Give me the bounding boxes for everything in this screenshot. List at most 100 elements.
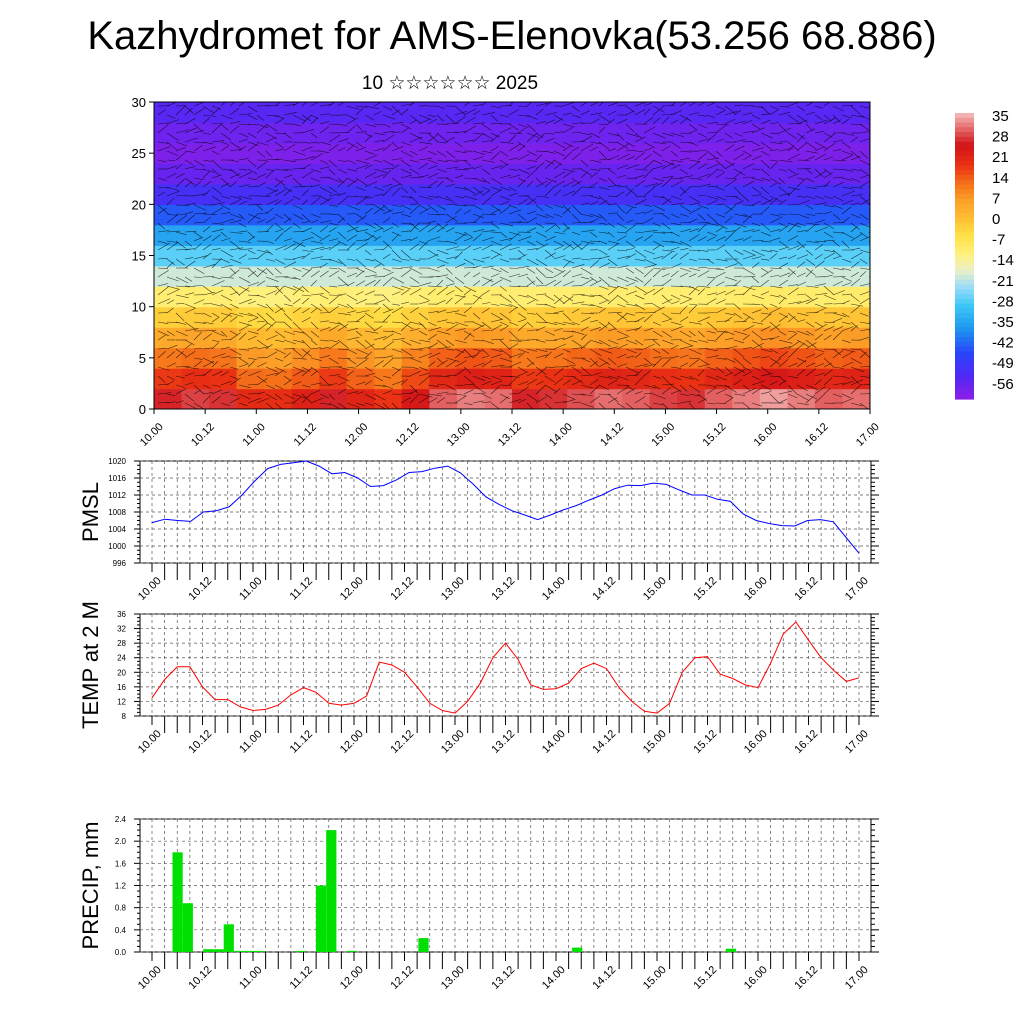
colorbar-label: -42: [992, 335, 1014, 352]
wind-barb: [400, 348, 413, 356]
wind-barb: [400, 123, 412, 130]
wind-barb: [832, 176, 843, 179]
wind-barb: [742, 312, 755, 320]
wind-barb: [301, 252, 311, 260]
wind-barb: [697, 398, 708, 404]
wind-barb: [301, 189, 309, 197]
wind-barb: [229, 291, 238, 296]
precip-bar: [213, 949, 224, 952]
wind-barb: [445, 276, 455, 283]
wind-barb: [481, 102, 487, 107]
colorbar-swatch: [955, 289, 974, 295]
colorbar-swatch: [955, 251, 974, 257]
heatmap-cell: [209, 327, 238, 349]
wind-barb: [571, 146, 580, 152]
wind-barb: [589, 141, 602, 145]
heatmap-cell: [264, 347, 293, 369]
wind-barb: [715, 138, 725, 143]
heatmap-cell: [209, 224, 238, 246]
wind-barb: [382, 217, 391, 224]
wind-barb: [553, 114, 564, 121]
wind-barb: [580, 357, 591, 363]
wind-barb: [481, 330, 491, 332]
wind-barb: [832, 350, 844, 359]
wind-barb: [562, 125, 575, 134]
wind-barb: [517, 266, 530, 269]
heatmap-cell: [264, 306, 293, 328]
wind-barb: [751, 294, 764, 300]
heatmap-cell: [209, 388, 238, 409]
wind-barb: [679, 305, 688, 314]
wind-barb: [859, 123, 870, 132]
heatmap-cell: [484, 122, 513, 144]
wind-barb: [553, 231, 565, 235]
colorbar-swatch: [955, 165, 974, 171]
wind-barb: [553, 343, 567, 350]
wind-barb: [616, 104, 627, 107]
wind-barb: [850, 247, 861, 251]
wind-barb: [688, 285, 699, 296]
wind-barb: [643, 268, 654, 278]
heatmap-cell: [374, 122, 403, 144]
wind-barb: [364, 154, 378, 161]
colorbar-swatch: [955, 365, 974, 371]
wind-barb: [598, 262, 611, 269]
wind-barb: [706, 150, 718, 160]
wind-barb: [220, 123, 229, 131]
wind-barb: [382, 267, 392, 272]
wind-barb: [679, 102, 688, 107]
wind-barb: [553, 321, 566, 326]
wind-barb: [841, 217, 850, 224]
wind-barb: [805, 362, 816, 368]
wind-barb: [868, 159, 870, 161]
wind-barb: [211, 353, 226, 359]
wind-barb: [544, 150, 555, 154]
wind-barb: [202, 116, 211, 125]
wind-barb: [571, 375, 584, 384]
heatmap-cell: [842, 388, 870, 409]
wind-barb: [319, 113, 330, 116]
y-tick-label: 1008: [108, 508, 126, 517]
wind-barb: [625, 149, 636, 152]
wind-barb: [346, 310, 356, 314]
wind-barb: [166, 289, 179, 296]
wind-barb: [463, 117, 476, 125]
colorbar-swatch: [955, 184, 974, 190]
wind-barb: [211, 342, 219, 350]
wind-barb: [580, 240, 595, 244]
wind-barb: [193, 231, 203, 239]
wind-barb: [391, 380, 405, 386]
wind-barb: [175, 240, 186, 249]
colorbar-swatch: [955, 151, 974, 157]
wind-barb: [571, 105, 580, 112]
heatmap-cell: [401, 347, 430, 369]
wind-barb: [391, 131, 401, 134]
heatmap-cell: [704, 368, 733, 390]
wind-barb: [742, 214, 752, 224]
wind-barb: [823, 156, 834, 161]
wind-barb: [562, 364, 577, 368]
wind-barb: [562, 348, 571, 353]
wind-barb: [301, 114, 311, 122]
wind-barb: [220, 177, 232, 188]
wind-barb: [310, 339, 318, 346]
wind-barb: [319, 303, 329, 313]
wind-barb: [382, 114, 396, 120]
wind-barb: [661, 358, 671, 368]
wind-barb: [841, 231, 854, 239]
x-tick-label: 12.00: [338, 964, 366, 992]
heatmap-cell: [539, 163, 568, 185]
wind-barb: [175, 366, 190, 368]
wind-barb: [832, 366, 844, 369]
wind-barb: [373, 393, 386, 401]
wind-barb: [301, 155, 315, 161]
wind-barb: [373, 168, 388, 174]
wind-barb: [373, 205, 386, 215]
heatmap-cell: [374, 224, 403, 246]
wind-barb: [841, 321, 851, 325]
wind-barb: [409, 306, 420, 314]
wind-barb: [445, 283, 455, 287]
wind-barb: [229, 213, 243, 219]
colorbar-swatch: [955, 179, 974, 186]
x-tick-label: 10.00: [136, 728, 164, 756]
